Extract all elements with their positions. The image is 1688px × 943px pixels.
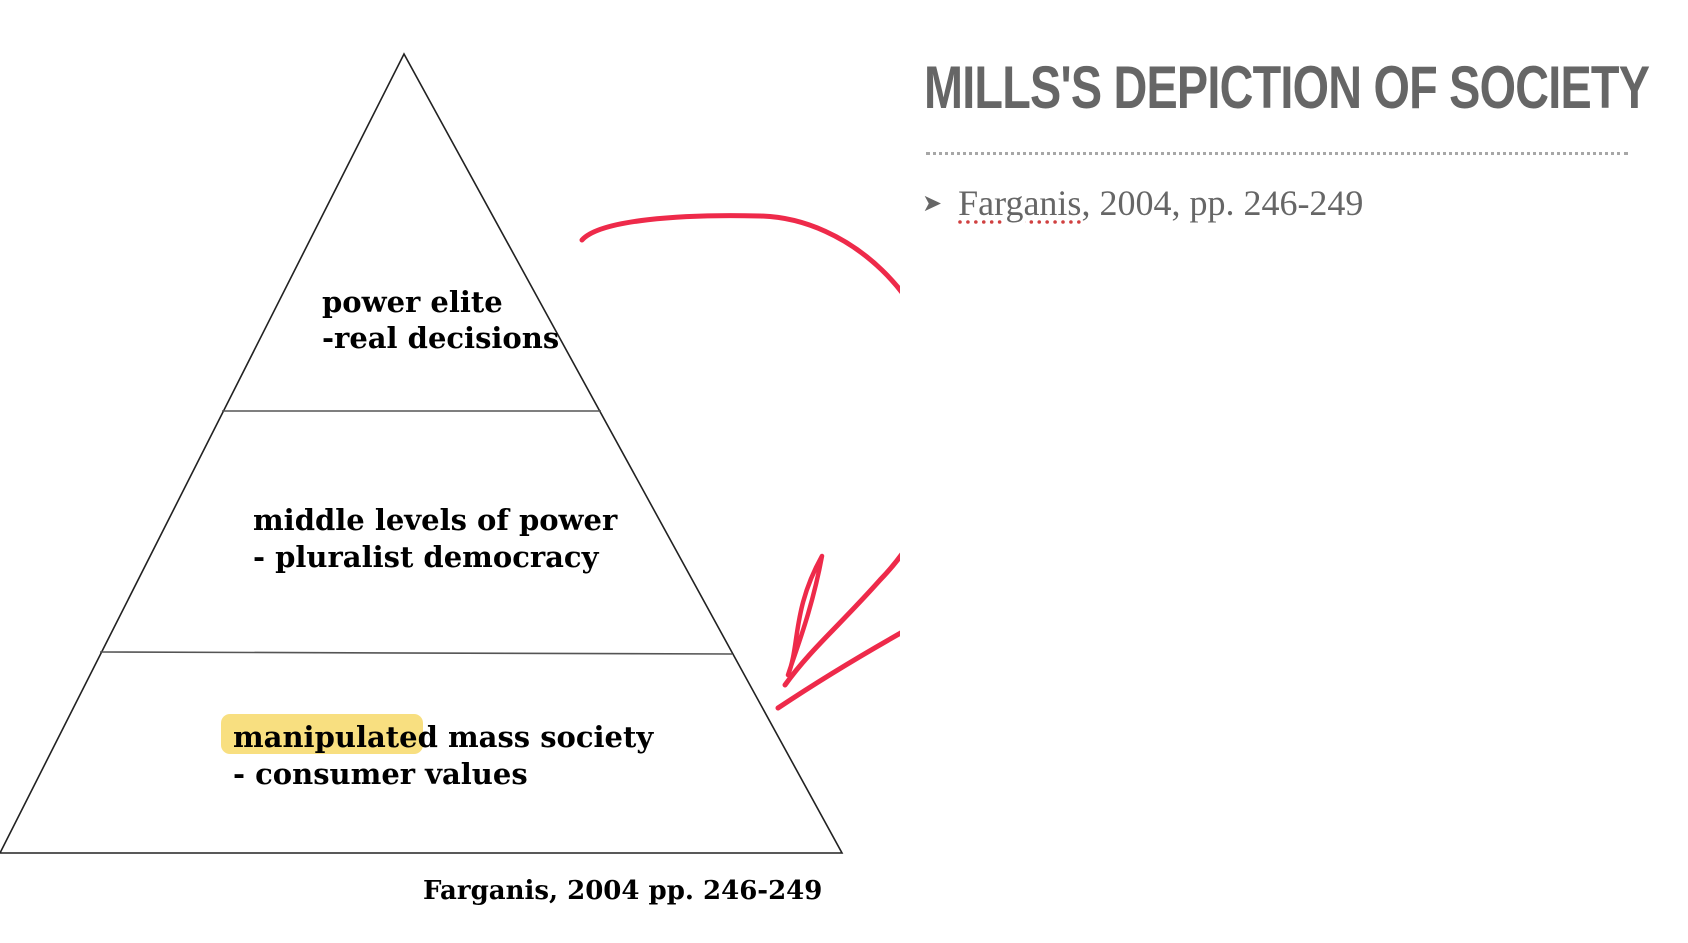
tier-divider-lower [99, 651, 733, 655]
arrow-head-right [775, 630, 900, 711]
arrow-shaft [579, 213, 900, 688]
tier-bottom-line2: - consumer values [233, 757, 528, 791]
tier-bottom-line1: manipulated mass society [233, 720, 654, 754]
highlighted-word: manipulated [233, 720, 438, 754]
tier-top-line2: -real decisions [322, 321, 559, 355]
bullet-item: ➤ Farganis , 2004, pp. 246-249 [922, 182, 1363, 224]
arrowhead-bullet-icon: ➤ [922, 189, 943, 217]
highlight-marker [221, 714, 423, 754]
bullet-citation: , 2004, pp. 246-249 [1081, 183, 1364, 223]
title-divider [926, 152, 1628, 155]
tier-middle-line2: - pluralist democracy [253, 540, 600, 574]
diagram-source-caption: Farganis, 2004 pp. 246-249 [423, 876, 822, 906]
curved-arrow-icon [579, 213, 900, 711]
tier-middle-line1: middle levels of power [253, 503, 618, 537]
arrow-head-left [785, 553, 825, 678]
tier-top-line1: power elite [322, 285, 503, 319]
bullet-author: Farganis [958, 183, 1082, 223]
pyramid-diagram: power elite -real decisions middle level… [0, 52, 900, 906]
slide-title: MILLS'S DEPICTION OF SOCIETY [924, 54, 1650, 121]
tier-bottom-line1-rest: mass society [438, 720, 655, 754]
